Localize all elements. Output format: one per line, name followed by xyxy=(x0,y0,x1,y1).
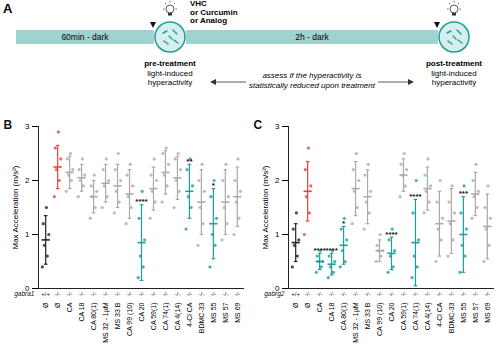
svg-text:-/-: -/- xyxy=(127,291,133,297)
svg-text:assess if the hyperactivity is: assess if the hyperactivity isstatistica… xyxy=(249,71,376,90)
svg-text:MS 32 - 1µM: MS 32 - 1µM xyxy=(102,302,110,342)
svg-text:VHCor Curcuminor Analog: VHCor Curcuminor Analog xyxy=(190,0,238,25)
svg-text:-/-: -/- xyxy=(365,291,371,297)
svg-text:CA 18: CA 18 xyxy=(328,302,335,321)
svg-text:2: 2 xyxy=(25,176,30,185)
svg-text:-/-: -/- xyxy=(163,291,169,297)
svg-text:CA 4(14): CA 4(14) xyxy=(174,303,182,331)
svg-text:4-Cl CA: 4-Cl CA xyxy=(186,302,193,327)
svg-text:+/+: +/+ xyxy=(41,291,50,297)
svg-text:-/-: -/- xyxy=(449,291,455,297)
svg-text:60min - dark: 60min - dark xyxy=(61,32,109,42)
svg-text:MS 57: MS 57 xyxy=(222,302,229,322)
svg-text:-/-: -/- xyxy=(139,291,145,297)
svg-text:gabrg2: gabrg2 xyxy=(264,290,285,298)
svg-text:Ø: Ø xyxy=(292,302,299,308)
svg-text:*: * xyxy=(342,219,346,228)
svg-text:CA 74(1): CA 74(1) xyxy=(162,303,170,331)
svg-text:-/-: -/- xyxy=(223,291,229,297)
svg-text:-/-: -/- xyxy=(484,291,490,297)
svg-text:**: ** xyxy=(186,157,193,166)
svg-text:MS 32 - 1µM: MS 32 - 1µM xyxy=(352,302,360,342)
svg-text:Ø: Ø xyxy=(304,302,311,308)
svg-text:3: 3 xyxy=(25,122,30,131)
svg-text:-/-: -/- xyxy=(401,291,407,297)
svg-text:CA 4(14): CA 4(14) xyxy=(424,303,432,331)
svg-text:****: **** xyxy=(325,246,338,255)
svg-text:-/-: -/- xyxy=(377,291,383,297)
svg-text:-/-: -/- xyxy=(187,291,193,297)
svg-text:4-Cl CA: 4-Cl CA xyxy=(436,302,443,327)
svg-text:CA 20: CA 20 xyxy=(138,302,145,321)
svg-text:-/-: -/- xyxy=(413,291,419,297)
svg-text:-/-: -/- xyxy=(175,291,181,297)
svg-text:-/-: -/- xyxy=(341,291,347,297)
svg-text:-/-: -/- xyxy=(461,291,467,297)
svg-text:-/-: -/- xyxy=(103,291,109,297)
svg-text:****: **** xyxy=(135,197,148,206)
svg-text:-/-: -/- xyxy=(437,291,443,297)
svg-text:*: * xyxy=(212,181,216,190)
svg-text:A: A xyxy=(3,1,13,16)
svg-text:3: 3 xyxy=(275,122,280,131)
svg-text:-/-: -/- xyxy=(329,291,335,297)
svg-text:C: C xyxy=(254,118,263,132)
svg-text:-/-: -/- xyxy=(305,291,311,297)
svg-text:-/-: -/- xyxy=(389,291,395,297)
svg-text:CA: CA xyxy=(66,302,73,312)
svg-text:Max Acceleration (m/s²): Max Acceleration (m/s²) xyxy=(11,165,20,249)
svg-text:CA 20: CA 20 xyxy=(388,302,395,321)
svg-text:Ø: Ø xyxy=(54,302,61,308)
svg-text:+/+: +/+ xyxy=(291,291,300,297)
svg-text:****: **** xyxy=(385,230,398,239)
svg-text:CA: CA xyxy=(316,302,323,312)
svg-text:-/-: -/- xyxy=(151,291,157,297)
svg-text:CA 59(1): CA 59(1) xyxy=(400,303,408,331)
svg-text:2h - dark: 2h - dark xyxy=(295,32,329,42)
svg-text:B: B xyxy=(4,118,13,132)
svg-text:CA 80(1): CA 80(1) xyxy=(90,303,98,331)
svg-text:-/-: -/- xyxy=(353,291,359,297)
svg-text:CA 99 (10): CA 99 (10) xyxy=(376,303,384,336)
svg-text:CA 59(1): CA 59(1) xyxy=(150,303,158,331)
svg-text:MS 33 B: MS 33 B xyxy=(364,302,371,329)
svg-text:pre-treatmentlight-inducedhype: pre-treatmentlight-inducedhyperactivity xyxy=(144,59,196,87)
svg-text:BDMC-33: BDMC-33 xyxy=(448,302,455,333)
svg-text:-/-: -/- xyxy=(67,291,73,297)
svg-text:Ø: Ø xyxy=(42,302,49,308)
svg-text:MS 55: MS 55 xyxy=(210,302,217,322)
svg-text:-/-: -/- xyxy=(79,291,85,297)
svg-text:MS 69: MS 69 xyxy=(234,302,241,322)
svg-text:post-treatmentlight-inducedhyp: post-treatmentlight-inducedhyperactivity xyxy=(426,59,482,87)
svg-text:CA 18: CA 18 xyxy=(78,302,85,321)
svg-text:****: **** xyxy=(409,192,422,201)
svg-text:MS 55: MS 55 xyxy=(460,302,467,322)
svg-text:-/-: -/- xyxy=(473,291,479,297)
svg-text:-/-: -/- xyxy=(317,291,323,297)
svg-text:BDMC-33: BDMC-33 xyxy=(198,302,205,333)
svg-text:MS 69: MS 69 xyxy=(484,302,491,322)
svg-text:CA 74(1): CA 74(1) xyxy=(412,303,420,331)
svg-text:MS 57: MS 57 xyxy=(472,302,479,322)
svg-text:1: 1 xyxy=(25,230,30,239)
svg-text:-/-: -/- xyxy=(234,291,240,297)
svg-text:1: 1 xyxy=(275,230,280,239)
svg-text:MS 33 B: MS 33 B xyxy=(114,302,121,329)
svg-text:gabra1: gabra1 xyxy=(14,290,35,298)
svg-text:-/-: -/- xyxy=(211,291,217,297)
svg-text:CA 80(1): CA 80(1) xyxy=(340,303,348,331)
svg-text:2: 2 xyxy=(275,176,280,185)
svg-text:-/-: -/- xyxy=(425,291,431,297)
svg-text:Max Acceleration (m/s²): Max Acceleration (m/s²) xyxy=(261,165,270,249)
svg-text:-/-: -/- xyxy=(91,291,97,297)
svg-text:-/-: -/- xyxy=(115,291,121,297)
svg-text:***: *** xyxy=(459,189,469,198)
svg-text:-/-: -/- xyxy=(55,291,61,297)
svg-text:CA 99 (10): CA 99 (10) xyxy=(126,303,134,336)
svg-text:-/-: -/- xyxy=(199,291,205,297)
